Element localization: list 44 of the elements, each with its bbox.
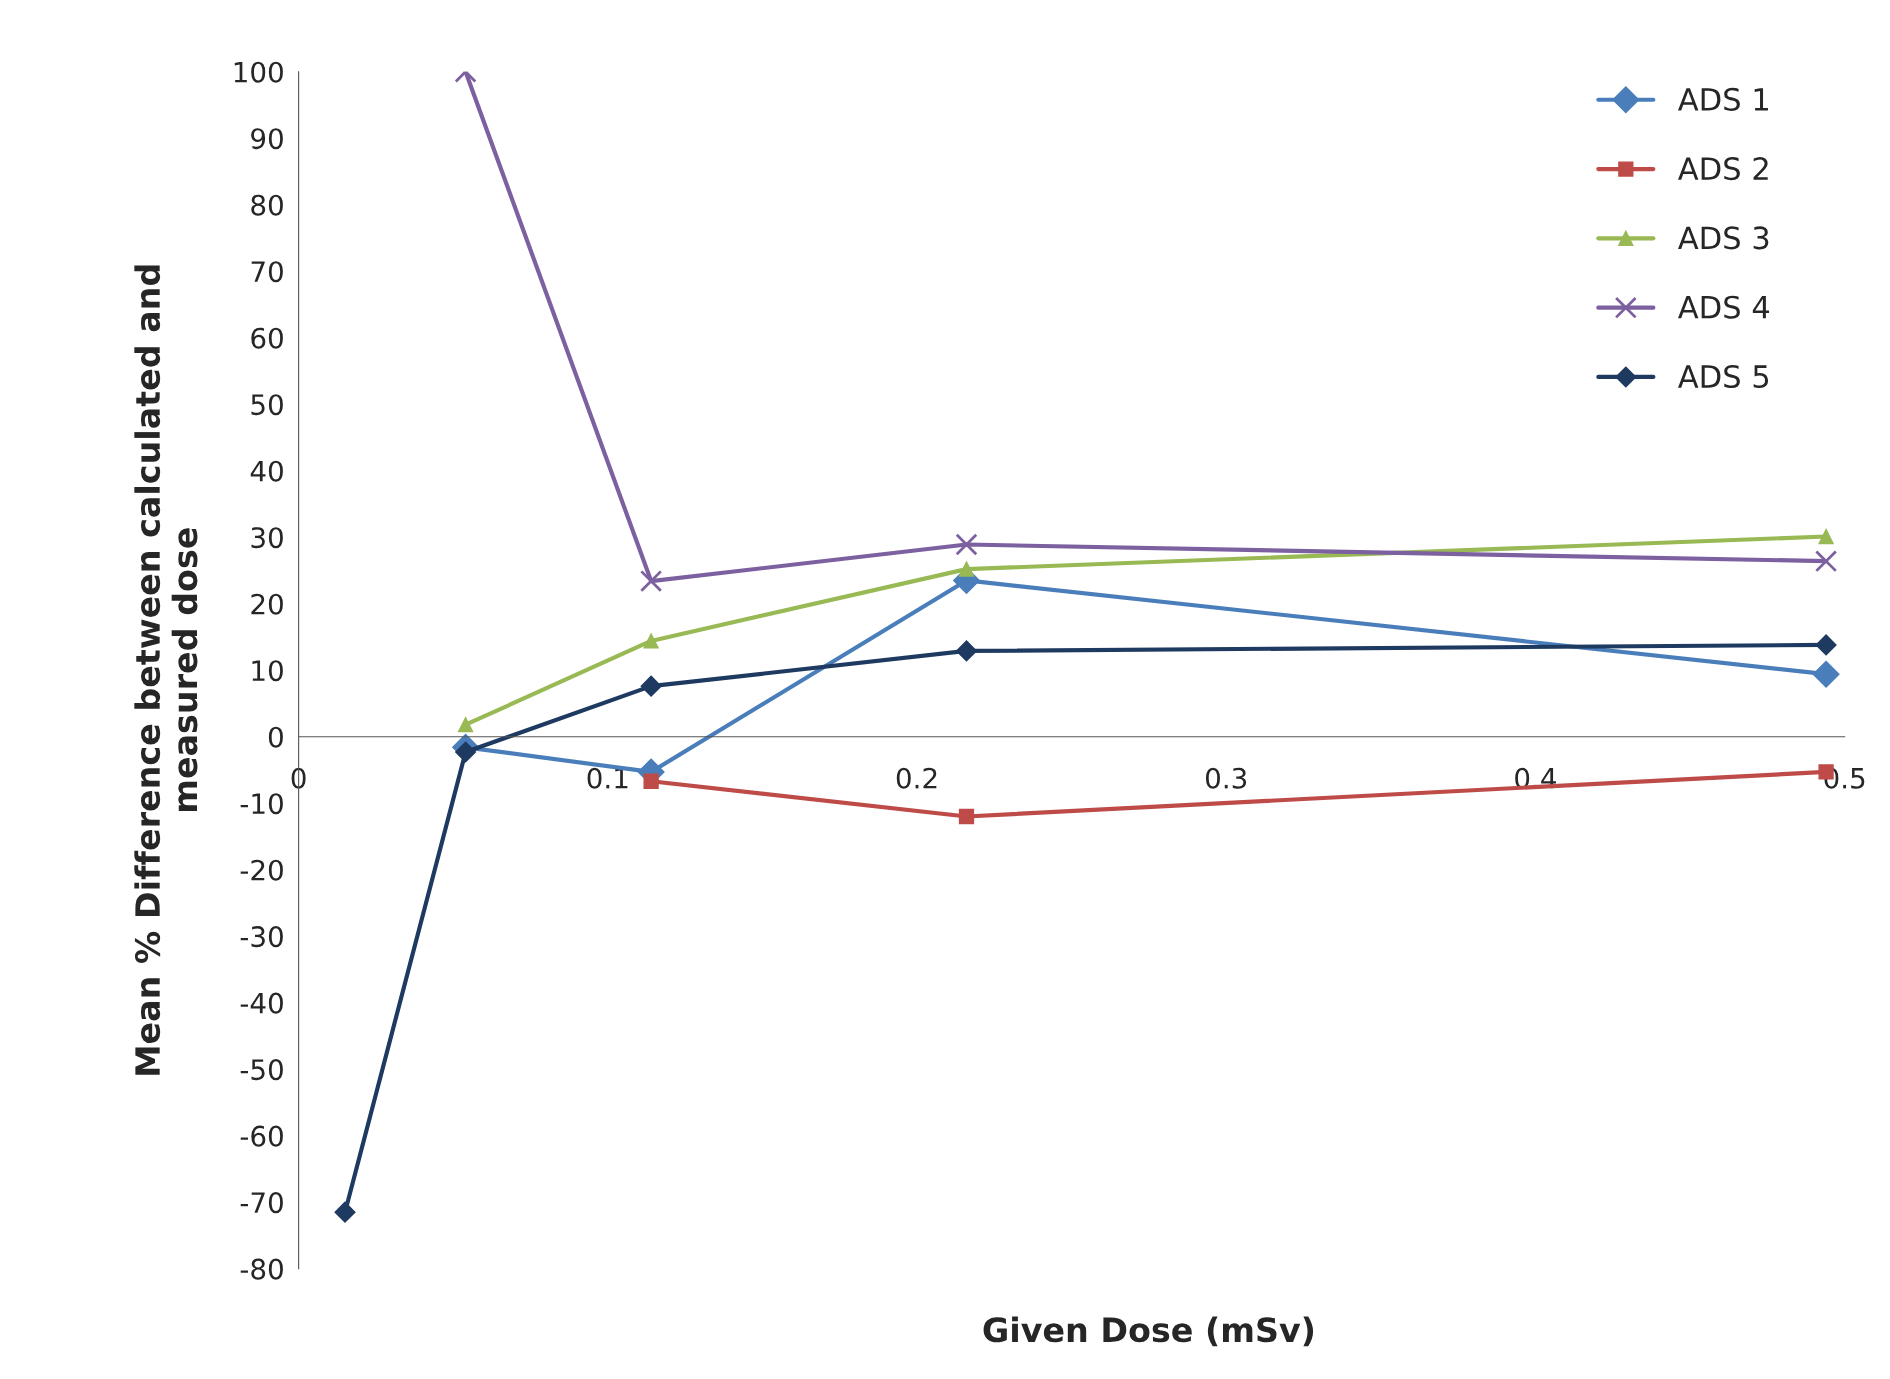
y-tick-label: -30 xyxy=(240,926,283,948)
legend-label: ADS 1 xyxy=(1678,87,1768,111)
point xyxy=(1812,660,1840,688)
x-tick-label: 0.1 xyxy=(587,767,628,789)
y-tick-label: 80 xyxy=(251,194,283,216)
point xyxy=(643,773,659,789)
y-tick-label: 100 xyxy=(234,61,283,83)
point xyxy=(457,717,474,733)
y-tick-label: 70 xyxy=(251,261,283,283)
y-tick-label: -40 xyxy=(240,992,283,1014)
point xyxy=(958,808,975,825)
y-tick-label: 60 xyxy=(251,327,283,349)
y-tick-label: 30 xyxy=(251,527,283,549)
y-tick-label: -50 xyxy=(240,1059,283,1081)
point xyxy=(643,633,659,649)
x-axis-title: Given Dose (mSv) xyxy=(983,1316,1314,1347)
y-tick-label: 0 xyxy=(268,726,283,748)
legend-label: ADS 2 xyxy=(1678,157,1768,181)
y-tick-label: 90 xyxy=(251,128,283,150)
y-tick-label: 10 xyxy=(252,660,283,682)
point xyxy=(334,1201,356,1223)
y-axis-title: Mean % Difference between calculated and measured dose xyxy=(134,265,198,1075)
y-tick-label: 40 xyxy=(250,460,283,482)
y-tick-label: 50 xyxy=(251,394,283,416)
y-tick-label: -70 xyxy=(240,1192,283,1214)
point xyxy=(1818,528,1834,545)
legend-label: ADS 4 xyxy=(1678,295,1770,319)
legend-label: ADS 3 xyxy=(1678,226,1769,250)
legend-label: ADS 5 xyxy=(1678,364,1769,389)
point xyxy=(1814,550,1838,573)
point xyxy=(455,741,477,763)
point xyxy=(955,533,978,556)
y-tick-label: -60 xyxy=(240,1125,283,1147)
point xyxy=(1815,634,1837,656)
point xyxy=(955,640,978,662)
y-tick-label: 20 xyxy=(251,593,283,615)
point xyxy=(958,561,975,577)
point xyxy=(640,675,662,697)
y-tick-label: -80 xyxy=(240,1258,283,1280)
x-tick-label: 0.3 xyxy=(1205,767,1247,789)
x-tick-label: 0.2 xyxy=(896,767,937,789)
point xyxy=(640,569,663,593)
y-tick-label: -10 xyxy=(240,793,283,815)
y-tick-label: -20 xyxy=(240,859,283,881)
